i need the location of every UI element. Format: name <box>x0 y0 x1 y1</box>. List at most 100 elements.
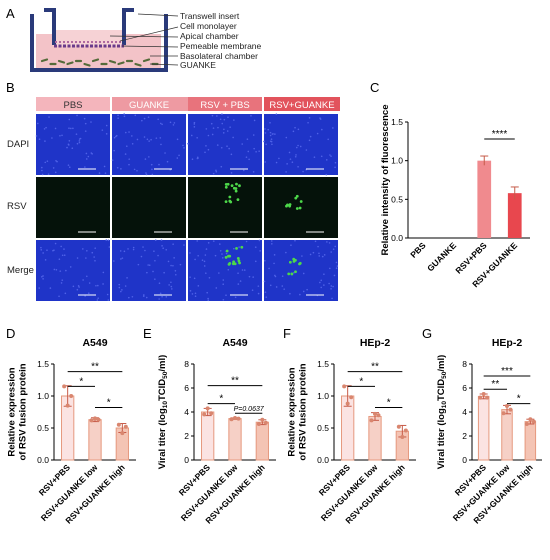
nucleus-dot <box>84 295 86 297</box>
nucleus-dot <box>183 147 185 149</box>
y-tick-label: 8 <box>462 359 467 369</box>
nucleus-dot <box>248 275 251 278</box>
nucleus-dot <box>169 121 172 124</box>
nucleus-dot <box>41 275 43 278</box>
label-basolateral-chamber: Basolateral chamber <box>180 51 258 61</box>
nucleus-dot <box>221 253 223 255</box>
nucleus-dot <box>255 150 257 153</box>
data-point <box>524 422 529 426</box>
nucleus-dot <box>191 158 194 161</box>
nucleus-dot <box>44 259 47 261</box>
nucleus-dot <box>102 271 105 274</box>
nucleus-dot <box>84 166 86 168</box>
rsv-signal-dot <box>287 272 291 276</box>
nucleus-dot <box>84 130 87 132</box>
nucleus-dot <box>87 155 90 158</box>
nucleus-dot <box>222 283 225 286</box>
rsv-signal-dot <box>224 185 228 189</box>
data-point <box>478 395 483 400</box>
data-point <box>349 395 354 400</box>
nucleus-dot <box>190 134 193 137</box>
nucleus-dot <box>41 173 44 176</box>
nucleus-dot <box>143 294 145 296</box>
data-point <box>260 417 265 422</box>
nucleus-dot <box>161 123 163 126</box>
nucleus-dot <box>332 248 335 251</box>
nucleus-dot <box>295 146 298 149</box>
nucleus-dot <box>66 146 68 149</box>
nucleus-dot <box>323 273 325 275</box>
nucleus-dot <box>105 133 108 135</box>
nucleus-dot <box>302 170 304 173</box>
column-header-rsv-guanke <box>264 97 340 111</box>
bar <box>255 421 269 461</box>
nucleus-dot <box>168 284 170 286</box>
nucleus-dot <box>115 135 117 138</box>
leader-line-membrane <box>121 45 179 48</box>
data-point <box>373 411 377 416</box>
column-header-label-pbs: PBS <box>63 100 82 111</box>
nucleus-dot <box>105 124 108 127</box>
nucleus-dot <box>38 287 40 289</box>
y-tick-label: 1.0 <box>391 156 403 166</box>
y-tick-label: 8 <box>184 359 189 369</box>
nucleus-dot <box>158 282 161 285</box>
nucleus-dot <box>124 131 127 134</box>
nucleus-dot <box>334 161 337 164</box>
rsv-signal-dot <box>298 262 301 266</box>
nucleus-dot <box>219 249 222 252</box>
nucleus-dot <box>75 133 78 135</box>
nucleus-dot <box>218 272 220 274</box>
nucleus-dot <box>297 128 300 131</box>
leader-line-guanke <box>149 63 179 66</box>
micrograph-tile-merge <box>112 240 186 301</box>
bar <box>368 415 382 461</box>
transwell-insert <box>44 8 134 45</box>
column-header-pbs <box>36 97 110 111</box>
nucleus-dot <box>119 250 122 252</box>
nucleus-dot <box>171 288 173 290</box>
nucleus-dot <box>98 172 101 174</box>
data-point <box>531 419 536 424</box>
rsv-signal-dot <box>234 187 238 190</box>
nucleus-dot <box>150 138 152 141</box>
nucleus-dot <box>227 268 230 271</box>
nucleus-dot <box>117 117 119 119</box>
nucleus-dot <box>63 248 65 250</box>
nucleus-dot <box>330 285 333 287</box>
rsv-signal-dot <box>235 182 238 186</box>
bar <box>477 395 490 461</box>
nucleus-dot <box>148 156 150 158</box>
nucleus-dot <box>241 143 243 145</box>
rsv-signal-dot <box>237 259 241 263</box>
nucleus-dot <box>299 293 301 296</box>
nucleus-dot <box>54 171 57 174</box>
nucleus-dot <box>329 154 331 156</box>
nucleus-dot <box>77 285 80 287</box>
nucleus-dot <box>252 276 254 278</box>
nucleus-dot <box>142 246 144 248</box>
data-point <box>369 418 374 423</box>
nucleus-dot <box>269 284 272 287</box>
nucleus-dot <box>206 291 208 294</box>
data-point <box>89 418 94 423</box>
nucleus-dot <box>76 114 78 117</box>
micrograph-tile-rsv <box>112 177 186 238</box>
nucleus-dot <box>309 135 312 138</box>
nucleus-dot <box>269 121 271 124</box>
nucleus-dot <box>207 148 210 151</box>
rsv-signal-dot <box>229 200 233 204</box>
nucleus-dot <box>53 249 55 251</box>
rsv-signal-dot <box>295 194 299 198</box>
nucleus-dot <box>306 288 308 291</box>
y-tick-label: 1.5 <box>37 359 49 369</box>
nucleus-dot <box>220 146 223 149</box>
nucleus-dot <box>35 135 38 137</box>
nucleus-dot <box>52 167 55 169</box>
nucleus-dot <box>61 254 64 257</box>
nucleus-dot <box>292 130 295 133</box>
micrograph-tile-merge <box>264 240 338 301</box>
nucleus-dot <box>223 128 225 131</box>
rsv-signal-dot <box>240 245 244 249</box>
nucleus-dot <box>278 157 280 160</box>
